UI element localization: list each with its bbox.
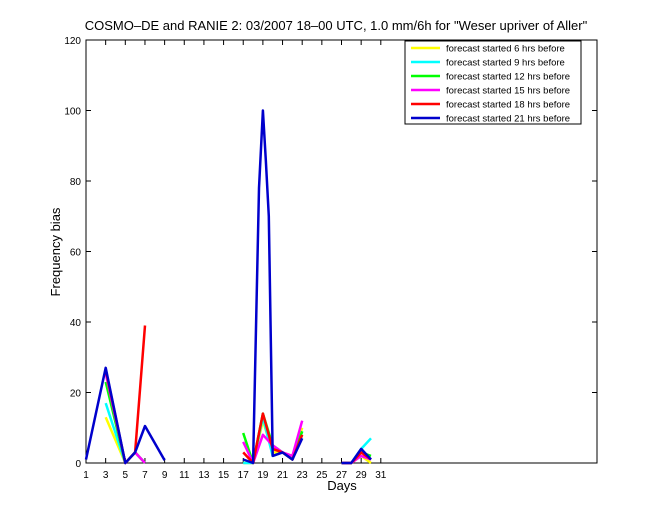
x-tick-label: 27 [336, 470, 348, 481]
legend-label: forecast started 21 hrs before [446, 114, 570, 125]
chart-title: COSMO–DE and RANIE 2: 03/2007 18–00 UTC,… [85, 18, 588, 33]
y-tick-label: 80 [70, 177, 82, 188]
x-tick-label: 11 [179, 470, 190, 481]
x-tick-label: 9 [162, 470, 168, 481]
legend-box [404, 40, 582, 125]
x-tick-label: 1 [83, 470, 89, 481]
y-tick-label: 20 [70, 389, 82, 400]
legend-label: forecast started 15 hrs before [446, 86, 570, 97]
y-tick-labels: 0 20 40 60 80 100 120 [64, 36, 81, 470]
y-tick-label: 0 [75, 459, 81, 470]
x-tick-label: 25 [316, 470, 328, 481]
legend-label: forecast started 6 hrs before [446, 44, 565, 55]
y-tick-label: 100 [64, 107, 81, 118]
legend: forecast started 6 hrs before forecast st… [404, 40, 582, 125]
y-tick-label: 60 [70, 248, 82, 259]
x-tick-label: 21 [277, 470, 289, 481]
x-tick-label: 15 [218, 470, 230, 481]
legend-label: forecast started 12 hrs before [446, 72, 570, 83]
series-line-6 [242, 109, 304, 465]
y-axis-label: Frequency bias [48, 207, 63, 296]
x-tick-label: 19 [257, 470, 269, 481]
x-tick-label: 31 [375, 470, 387, 481]
x-tick-label: 3 [103, 470, 109, 481]
x-tick-labels: 1 3 5 7 9 11 13 15 17 19 21 23 25 27 29 31 [83, 470, 387, 481]
series-lines [84, 109, 372, 465]
x-tick-label: 29 [356, 470, 368, 481]
x-tick-label: 13 [198, 470, 210, 481]
legend-label: forecast started 18 hrs before [446, 100, 570, 111]
series-line-6 [84, 366, 166, 465]
y-tick-label: 120 [64, 36, 81, 47]
x-tick-label: 5 [123, 470, 129, 481]
x-axis-label: Days [327, 478, 357, 493]
y-tick-label: 40 [70, 318, 82, 329]
legend-label: forecast started 9 hrs before [446, 58, 565, 69]
tick-marks [85, 39, 597, 464]
x-tick-label: 23 [297, 470, 309, 481]
x-tick-label: 17 [238, 470, 250, 481]
x-tick-label: 7 [142, 470, 148, 481]
series-line-6 [341, 447, 372, 465]
